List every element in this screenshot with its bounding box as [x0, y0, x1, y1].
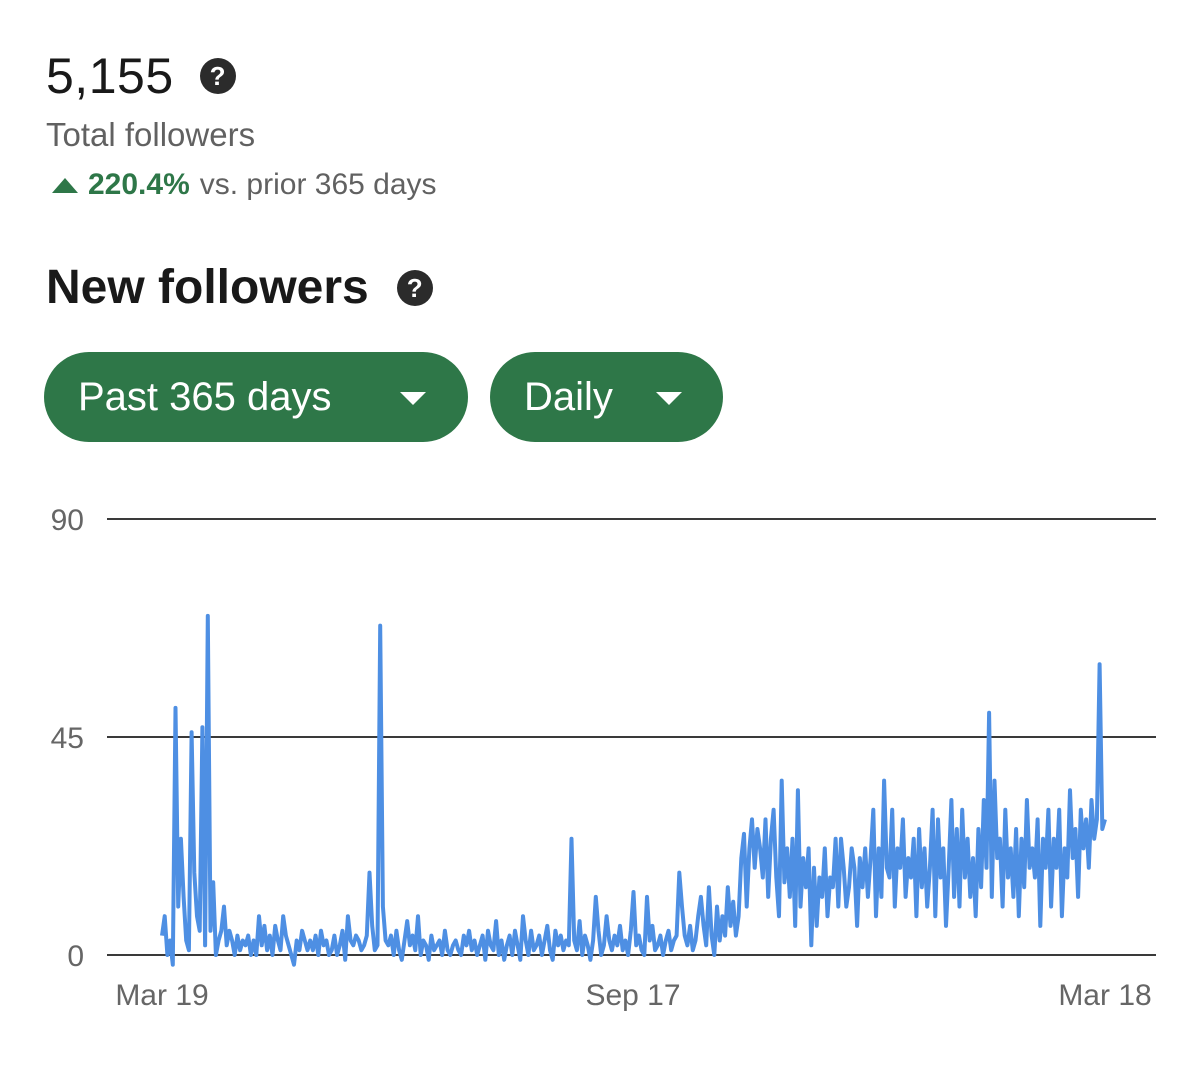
up-triangle-icon — [52, 177, 78, 193]
follower-change-row: 220.4% vs. prior 365 days — [52, 168, 437, 202]
y-tick-label: 90 — [51, 504, 84, 537]
total-followers-count: 5,155 — [46, 48, 174, 104]
interval-dropdown[interactable]: Daily — [490, 352, 723, 442]
new-followers-series-line — [160, 613, 1107, 967]
total-followers-row: 5,155 ? — [46, 46, 236, 106]
x-tick-label: Sep 17 — [585, 979, 680, 1012]
interval-label: Daily — [524, 374, 613, 419]
x-tick-label: Mar 19 — [115, 979, 208, 1012]
x-tick-label: Mar 18 — [1058, 979, 1151, 1012]
date-range-dropdown[interactable]: Past 365 days — [44, 352, 468, 442]
y-tick-label: 45 — [51, 722, 84, 755]
help-icon[interactable]: ? — [396, 270, 433, 306]
new-followers-chart: 0 45 90 Mar 19 Sep 17 Mar 18 — [51, 504, 1156, 1012]
caret-down-icon — [400, 392, 426, 405]
new-followers-header: New followers ? — [46, 258, 433, 318]
help-icon[interactable]: ? — [199, 58, 236, 94]
section-title: New followers — [46, 261, 369, 314]
date-range-label: Past 365 days — [78, 374, 332, 419]
caret-down-icon — [656, 392, 682, 405]
y-tick-label: 0 — [67, 940, 84, 973]
total-followers-label: Total followers — [46, 116, 256, 153]
change-percent: 220.4% — [88, 168, 190, 201]
change-comparison-label: vs. prior 365 days — [199, 168, 437, 201]
